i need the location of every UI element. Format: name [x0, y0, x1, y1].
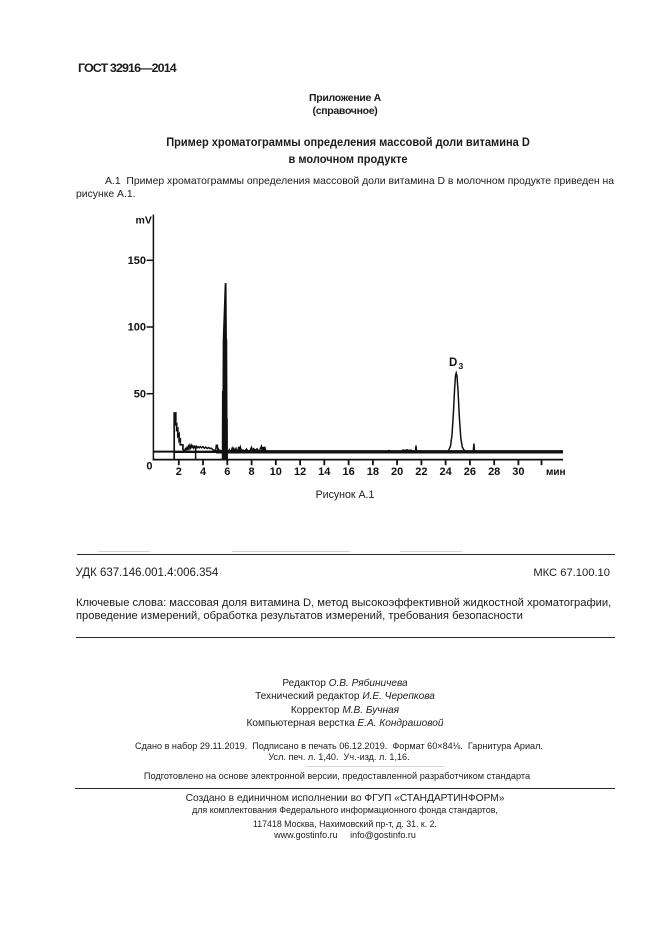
- svg-text:mV: mV: [136, 215, 152, 227]
- svg-text:10: 10: [270, 466, 282, 478]
- svg-text:мин: мин: [546, 467, 566, 478]
- svg-text:18: 18: [367, 466, 379, 478]
- svg-text:26: 26: [464, 466, 476, 478]
- svg-text:50: 50: [134, 388, 146, 400]
- svg-text:30: 30: [512, 466, 524, 478]
- svg-text:16: 16: [342, 466, 354, 478]
- svg-text:28: 28: [488, 466, 500, 478]
- svg-text:20: 20: [391, 466, 403, 478]
- svg-text:22: 22: [415, 466, 427, 478]
- svg-text:100: 100: [128, 322, 146, 334]
- svg-text:12: 12: [294, 466, 306, 478]
- svg-text:150: 150: [128, 255, 146, 267]
- svg-text:D: D: [449, 357, 457, 369]
- svg-text:0: 0: [146, 461, 152, 473]
- svg-text:4: 4: [200, 466, 207, 478]
- svg-text:24: 24: [439, 466, 452, 478]
- svg-text:6: 6: [224, 466, 230, 478]
- svg-text:3: 3: [459, 361, 464, 371]
- svg-text:2: 2: [176, 466, 182, 478]
- svg-text:8: 8: [249, 466, 255, 478]
- svg-text:14: 14: [318, 466, 331, 478]
